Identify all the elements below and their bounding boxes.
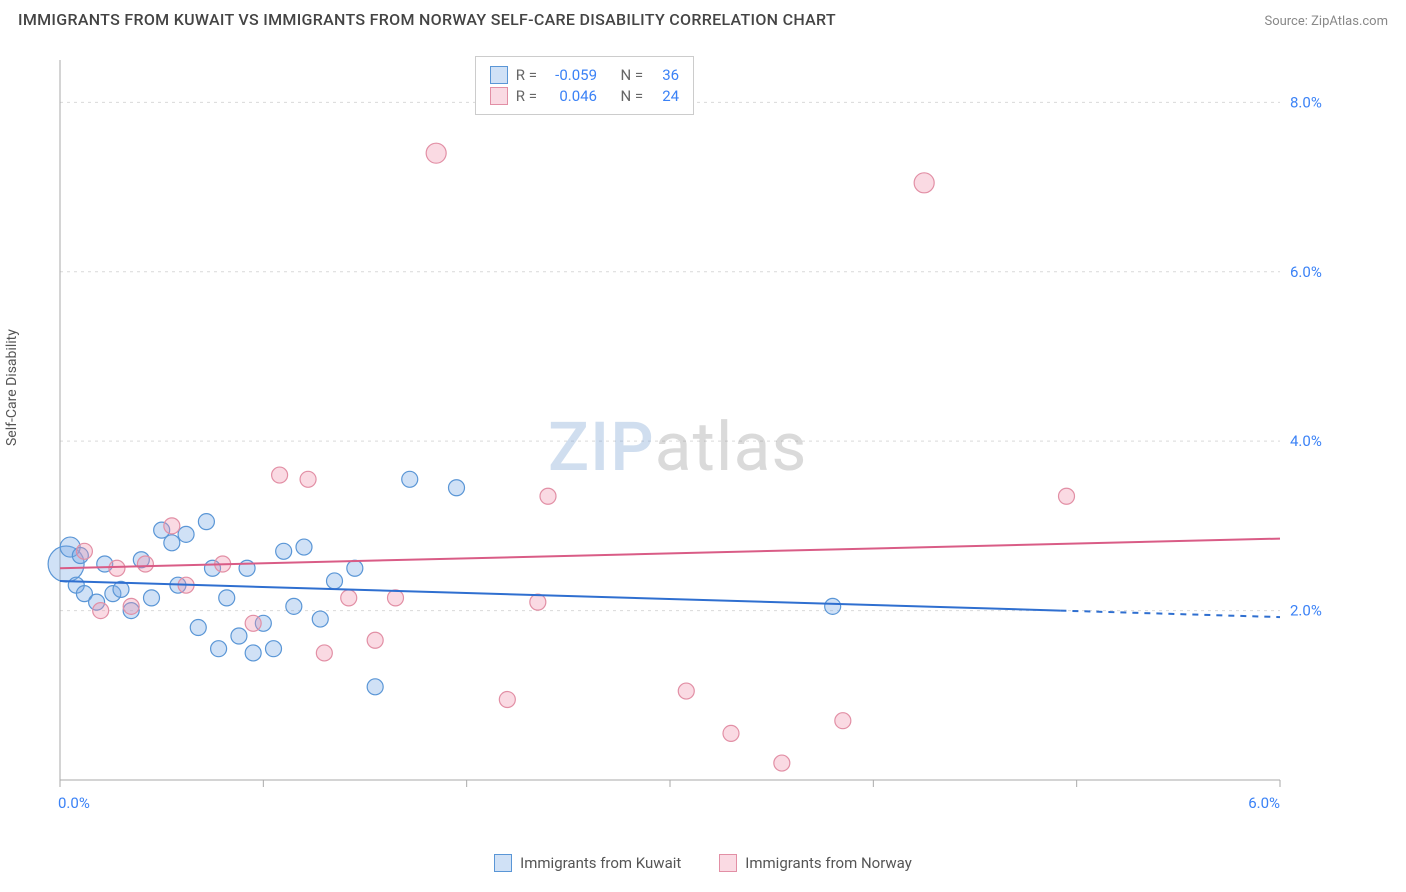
data-point bbox=[198, 514, 214, 530]
legend-label: Immigrants from Kuwait bbox=[520, 854, 681, 872]
data-point bbox=[245, 615, 261, 631]
data-point bbox=[300, 471, 316, 487]
chart-title: IMMIGRANTS FROM KUWAIT VS IMMIGRANTS FRO… bbox=[18, 10, 836, 29]
data-point bbox=[347, 560, 363, 576]
data-point bbox=[266, 641, 282, 657]
data-point bbox=[76, 543, 92, 559]
x-tick-label: 6.0% bbox=[1248, 794, 1280, 812]
data-point bbox=[1059, 488, 1075, 504]
data-point bbox=[109, 560, 125, 576]
data-point bbox=[835, 713, 851, 729]
data-point bbox=[190, 620, 206, 636]
data-point bbox=[388, 590, 404, 606]
legend-row: R = -0.059 N = 36 bbox=[490, 66, 679, 84]
y-axis-label: Self-Care Disability bbox=[4, 329, 20, 446]
correlation-legend: R = -0.059 N = 36 R = 0.046 N = 24 bbox=[475, 56, 694, 115]
legend-swatch bbox=[719, 854, 737, 872]
data-point bbox=[272, 467, 288, 483]
data-point bbox=[327, 573, 343, 589]
data-point bbox=[296, 539, 312, 555]
scatter-plot: 2.0% 4.0% 6.0% 8.0% 0.0% 6.0% bbox=[50, 50, 1330, 810]
chart-header: IMMIGRANTS FROM KUWAIT VS IMMIGRANTS FRO… bbox=[18, 10, 1388, 29]
data-point bbox=[276, 543, 292, 559]
legend-r-value: 0.046 bbox=[545, 87, 597, 105]
data-point bbox=[231, 628, 247, 644]
legend-swatch bbox=[494, 854, 512, 872]
data-point bbox=[316, 645, 332, 661]
series-legend: Immigrants from Kuwait Immigrants from No… bbox=[0, 854, 1406, 872]
legend-swatch bbox=[490, 87, 508, 105]
data-point bbox=[723, 725, 739, 741]
data-point bbox=[93, 603, 109, 619]
data-point bbox=[245, 645, 261, 661]
legend-item: Immigrants from Norway bbox=[719, 854, 912, 872]
data-point bbox=[178, 526, 194, 542]
legend-r-label: R = bbox=[516, 66, 537, 84]
data-point bbox=[678, 683, 694, 699]
data-point bbox=[530, 594, 546, 610]
data-point bbox=[426, 143, 446, 163]
x-tick-label: 0.0% bbox=[58, 794, 90, 812]
data-point bbox=[367, 632, 383, 648]
data-point bbox=[402, 471, 418, 487]
data-point bbox=[211, 641, 227, 657]
y-tick-label: 2.0% bbox=[1290, 602, 1322, 620]
legend-r-label: R = bbox=[516, 87, 537, 105]
data-point bbox=[825, 598, 841, 614]
data-point bbox=[367, 679, 383, 695]
chart-container: 2.0%4.0%6.0%8.0%0.0%6.0% ZIPatlas R =-0.… bbox=[50, 50, 1376, 832]
data-point bbox=[137, 556, 153, 572]
legend-n-label: N = bbox=[620, 87, 643, 105]
data-point bbox=[914, 173, 934, 193]
data-point bbox=[449, 480, 465, 496]
y-tick-label: 6.0% bbox=[1290, 263, 1322, 281]
legend-row: R = 0.046 N = 24 bbox=[490, 87, 679, 105]
legend-n-value: 24 bbox=[651, 87, 679, 105]
y-tick-label: 8.0% bbox=[1290, 93, 1322, 111]
data-point bbox=[312, 611, 328, 627]
data-point bbox=[123, 598, 139, 614]
data-point bbox=[341, 590, 357, 606]
legend-label: Immigrants from Norway bbox=[745, 854, 912, 872]
chart-source: Source: ZipAtlas.com bbox=[1264, 14, 1388, 29]
data-point bbox=[286, 598, 302, 614]
legend-item: Immigrants from Kuwait bbox=[494, 854, 681, 872]
data-point bbox=[219, 590, 235, 606]
data-point bbox=[164, 535, 180, 551]
data-point bbox=[540, 488, 556, 504]
y-tick-label: 4.0% bbox=[1290, 432, 1322, 450]
legend-swatch bbox=[490, 66, 508, 84]
legend-n-value: 36 bbox=[651, 66, 679, 84]
data-point bbox=[164, 518, 180, 534]
data-point bbox=[144, 590, 160, 606]
data-point bbox=[774, 755, 790, 771]
legend-r-value: -0.059 bbox=[545, 66, 597, 84]
legend-n-label: N = bbox=[620, 66, 643, 84]
data-point bbox=[499, 692, 515, 708]
